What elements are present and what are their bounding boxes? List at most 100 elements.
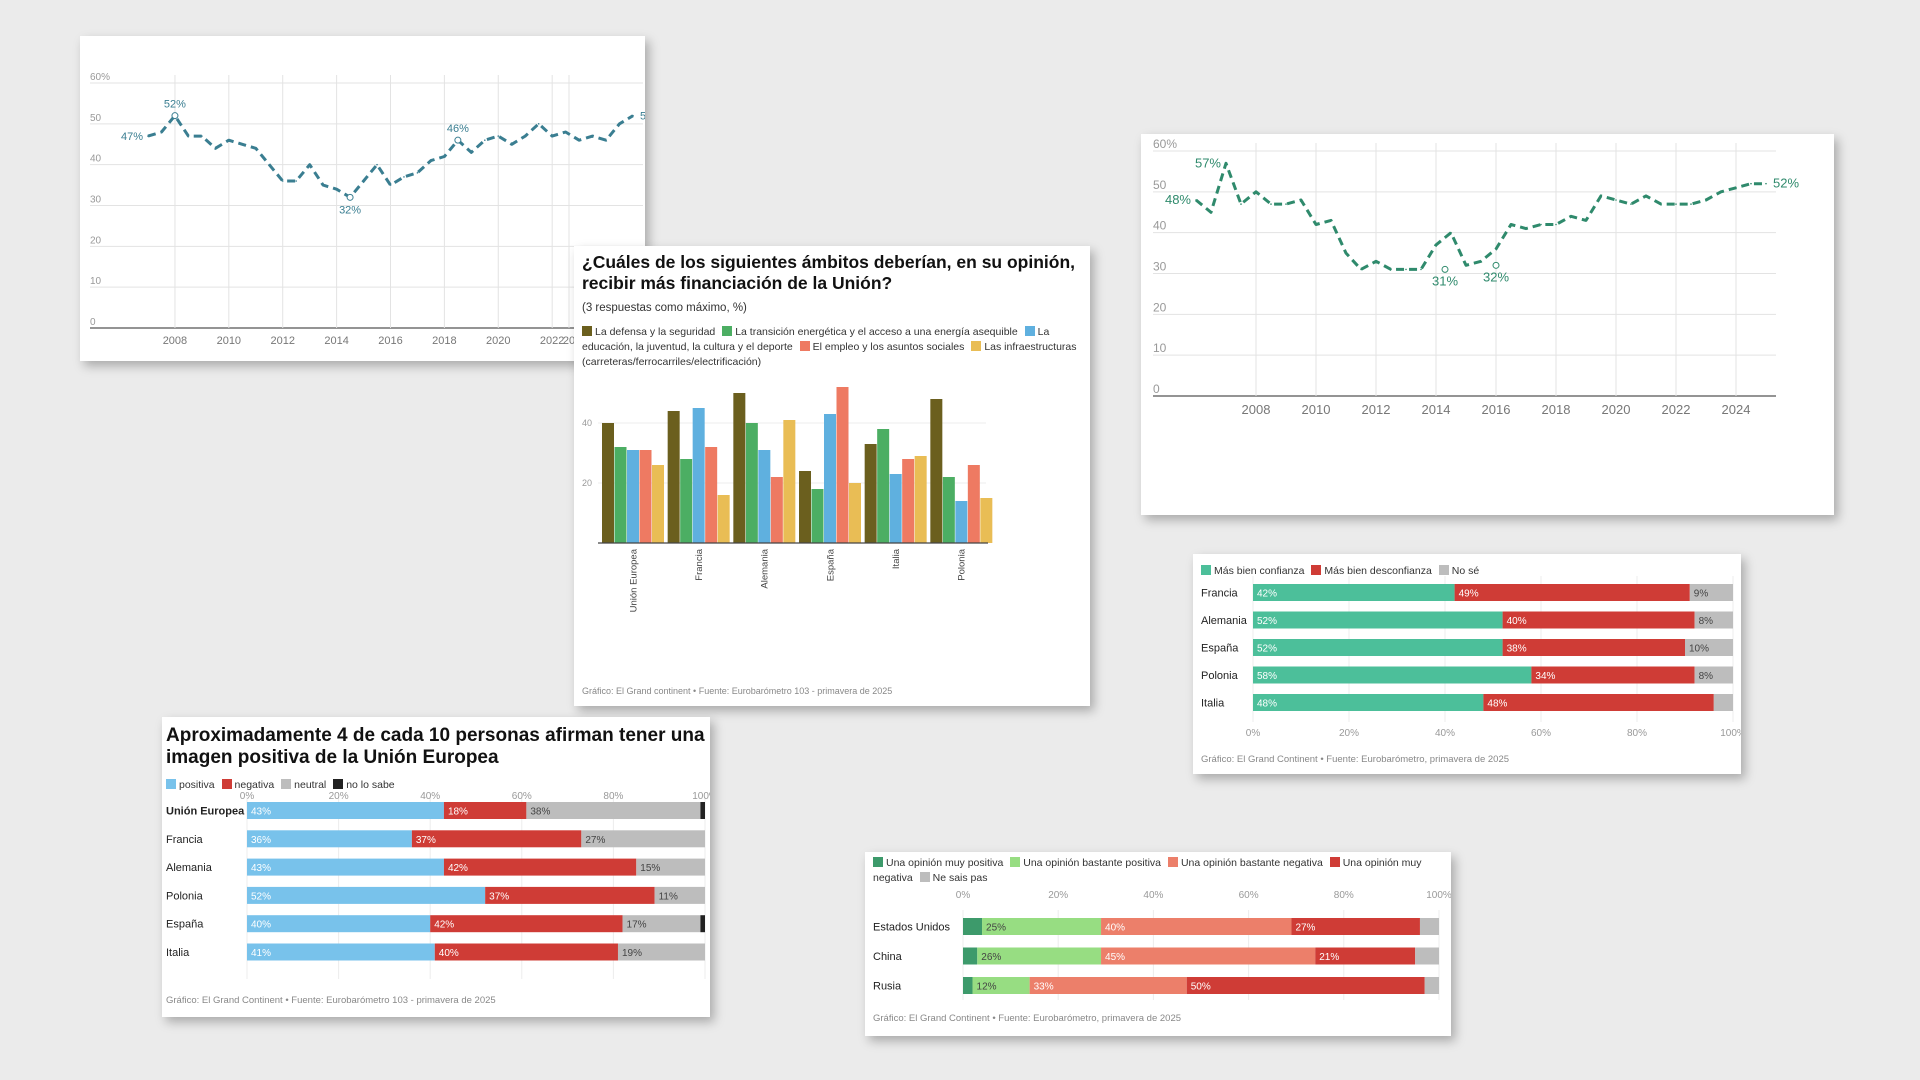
- bar-segment: [1424, 977, 1439, 994]
- data-point: [1750, 182, 1752, 185]
- data-label: 42%: [448, 863, 468, 874]
- legend-label: positiva: [179, 779, 215, 791]
- y-tick-label: 50: [1153, 178, 1167, 192]
- data-label: 32%: [339, 204, 361, 216]
- data-point: [1300, 199, 1302, 201]
- y-tick-label: 20: [1153, 300, 1167, 314]
- legend-swatch: [333, 779, 344, 789]
- legend-item: positiva: [166, 779, 215, 791]
- category-label: España: [1201, 643, 1239, 655]
- line-chart-2-card: 0 10 20 30 40 50 60% 2008 2010 2012 2014 2016 2018 20…: [1141, 134, 1834, 515]
- data-label: 37%: [416, 835, 436, 846]
- bar: [602, 423, 614, 543]
- x-tick-label: Alemania: [760, 548, 771, 588]
- data-point: [376, 163, 378, 166]
- bar-segment: [443, 802, 527, 819]
- bar-segment: [485, 886, 655, 904]
- y-tick-label: 50: [90, 113, 102, 124]
- data-label: 46%: [447, 123, 469, 135]
- data-point: [1225, 162, 1227, 165]
- data-label: 15%: [640, 863, 660, 874]
- y-tick-label: 0: [1153, 382, 1160, 396]
- legend-swatch: [1201, 565, 1211, 575]
- legend-item: El empleo y los asuntos sociales: [799, 341, 964, 353]
- bar-segment: [654, 886, 705, 904]
- bar-segment: [636, 858, 705, 876]
- data-label: 52%: [1257, 644, 1277, 655]
- legend-item: no lo sabe: [333, 779, 395, 791]
- highlight-marker: [1492, 261, 1500, 269]
- y-tick-label: 40: [582, 418, 592, 428]
- y-tick-label: 40: [90, 154, 102, 165]
- data-label: 33%: [1034, 982, 1054, 993]
- data-label: 34%: [1535, 671, 1555, 682]
- data-point: [1600, 195, 1602, 197]
- data-point: [497, 135, 500, 137]
- data-label: 25%: [986, 923, 1006, 934]
- data-point: [510, 143, 513, 146]
- legend-item: Las infraestructuras (carreteras/ferroca…: [582, 341, 1077, 368]
- legend-item: La defensa y la seguridad: [582, 326, 715, 338]
- bar-segment: [1101, 947, 1316, 965]
- data-point: [1720, 191, 1722, 193]
- legend-label: Las infraestructuras (carreteras/ferroca…: [582, 341, 1077, 368]
- opinion-bar-chart-card: Una opinión muy positiva Una opinión bas…: [865, 852, 1451, 1036]
- bar: [717, 495, 730, 543]
- bar: [849, 483, 861, 543]
- x-tick-label: 80%: [1627, 728, 1647, 739]
- y-tick-label: 30: [1153, 260, 1167, 274]
- data-label: 38%: [530, 807, 550, 818]
- x-tick-label: 0%: [956, 890, 971, 901]
- chart-source: Gráfico: El Grand continent • Fuente: Eu…: [582, 686, 893, 696]
- chart-legend: positiva negativa neutral no lo sabe: [166, 778, 706, 793]
- data-point: [564, 131, 567, 133]
- trust-bar-chart: 0% 20% 40% 60% 80% 100% Francia 42% 49% 9% Alemani…: [1201, 576, 1741, 739]
- category-label: China: [873, 951, 903, 963]
- chart-source: Gráfico: El Grand Continent • Fuente: Eu…: [166, 995, 496, 1006]
- bar-segment: [1291, 918, 1420, 935]
- x-tick-label: España: [825, 548, 836, 581]
- chart-legend: La defensa y la seguridad La transición …: [582, 325, 1087, 370]
- data-label: 52%: [640, 111, 645, 123]
- x-tick-label: 60%: [1239, 890, 1259, 901]
- x-tick-label: 2012: [270, 335, 294, 347]
- data-point: [632, 114, 634, 117]
- x-tick-label: Francia: [694, 548, 705, 580]
- x-tick-label: 20%: [1339, 728, 1359, 739]
- y-tick-label: 10: [90, 276, 102, 287]
- data-point: [254, 147, 257, 150]
- data-label: 36%: [251, 835, 271, 846]
- data-point: [1450, 231, 1452, 234]
- legend-item: Más bien desconfianza: [1311, 565, 1432, 577]
- data-point: [1570, 215, 1572, 218]
- data-label: 50%: [1191, 982, 1211, 993]
- data-label: 37%: [489, 891, 509, 902]
- data-point: [1510, 223, 1512, 226]
- data-label: 31%: [1432, 273, 1458, 288]
- highlight-marker: [454, 136, 462, 144]
- data-point: [591, 135, 594, 137]
- legend-item: Una opinión bastante negativa: [1167, 857, 1323, 869]
- bar: [902, 459, 915, 543]
- x-tick-label: 2016: [378, 335, 402, 347]
- data-point: [1210, 211, 1212, 214]
- bar-segment: [617, 943, 705, 961]
- category-label: Francia: [166, 834, 204, 846]
- bar-segment: [1029, 977, 1187, 994]
- chart-source: Gráfico: El Grand Continent • Fuente: Eu…: [1201, 754, 1510, 765]
- bar: [955, 501, 968, 543]
- bar-segment: [972, 977, 1030, 994]
- data-label: 40%: [1105, 923, 1125, 934]
- legend-label: Más bien desconfianza: [1324, 565, 1432, 577]
- bar: [667, 411, 680, 543]
- data-point: [1540, 223, 1542, 226]
- chart-legend: Una opinión muy positiva Una opinión bas…: [873, 856, 1438, 886]
- data-label: 48%: [1487, 699, 1507, 710]
- bar-segment: [1502, 611, 1695, 629]
- line-chart-1: 0 10 20 30 40 50 60% 2008 2010 2012 2014 2016 2018 20…: [90, 72, 645, 347]
- line-chart-2: 0 10 20 30 40 50 60% 2008 2010 2012 2014 2016 2018 20…: [1153, 137, 1799, 417]
- data-point: [214, 147, 217, 150]
- legend-label: no lo sabe: [346, 779, 395, 791]
- data-point: [295, 180, 297, 182]
- legend-label: neutral: [294, 779, 327, 791]
